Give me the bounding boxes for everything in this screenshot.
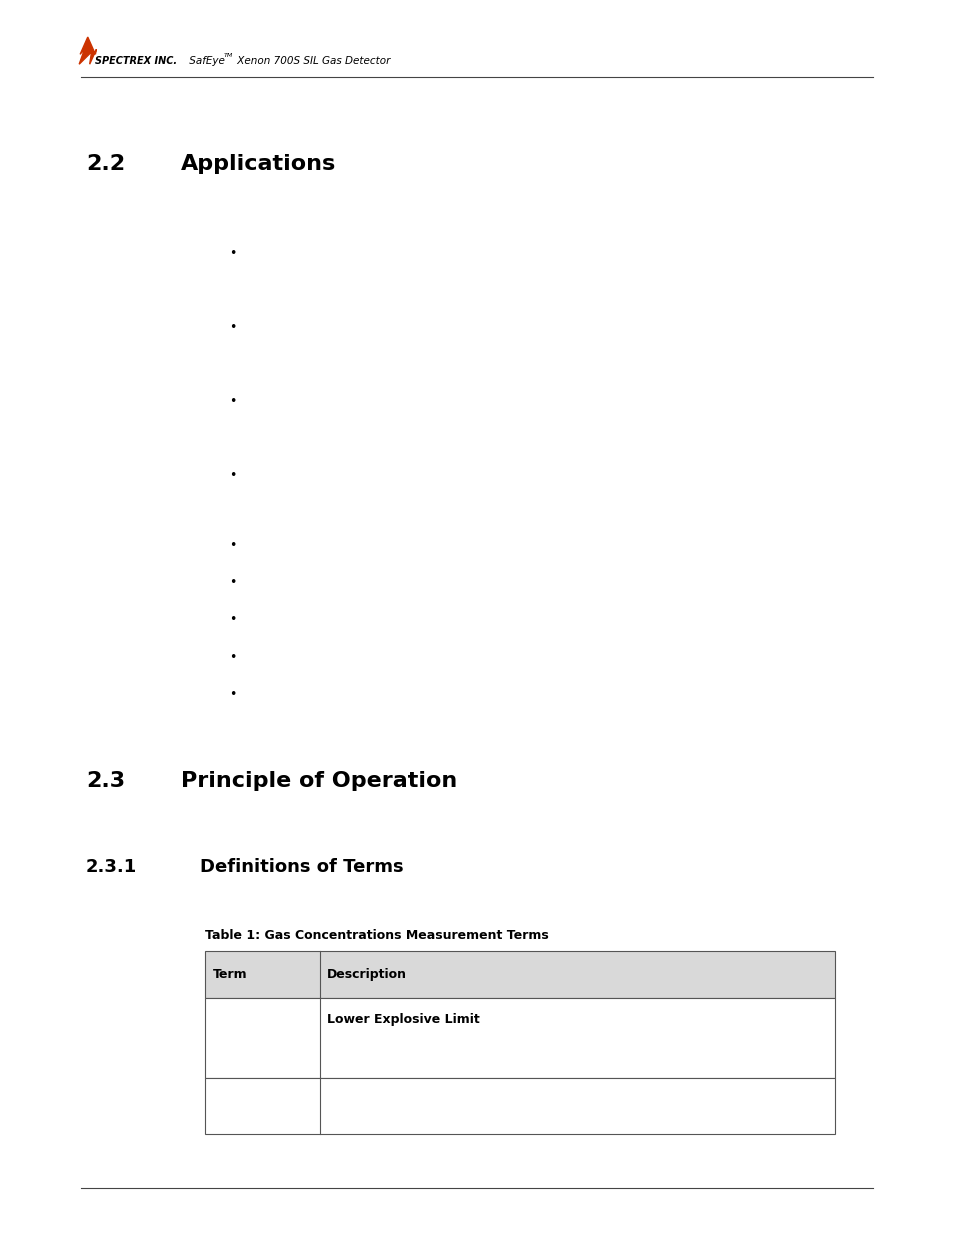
Text: •: • [229, 469, 236, 482]
Bar [205, 951, 834, 998]
Text: Term: Term [213, 968, 247, 981]
Bar [205, 998, 834, 1078]
Text: Definitions of Terms: Definitions of Terms [200, 858, 403, 877]
Text: 2.2: 2.2 [86, 154, 125, 174]
Bar [205, 1078, 834, 1134]
Text: Lower Explosive Limit: Lower Explosive Limit [327, 1013, 479, 1026]
Text: •: • [229, 688, 236, 700]
Text: •: • [229, 614, 236, 626]
Text: •: • [229, 395, 236, 408]
Text: Xenon 700S SIL Gas Detector: Xenon 700S SIL Gas Detector [233, 56, 390, 65]
Text: 2.3: 2.3 [86, 771, 125, 790]
Text: Table 1: Gas Concentrations Measurement Terms: Table 1: Gas Concentrations Measurement … [205, 929, 548, 942]
Text: •: • [229, 321, 236, 333]
Text: SafEye: SafEye [186, 56, 225, 65]
Text: TM: TM [223, 53, 233, 58]
Text: 2.3.1: 2.3.1 [86, 858, 137, 877]
Text: •: • [229, 577, 236, 589]
Text: Principle of Operation: Principle of Operation [181, 771, 457, 790]
Text: •: • [229, 651, 236, 663]
Text: Applications: Applications [181, 154, 336, 174]
Text: •: • [229, 540, 236, 552]
Text: SPECTREX INC.: SPECTREX INC. [95, 56, 177, 65]
Text: Description: Description [327, 968, 407, 981]
Polygon shape [79, 37, 96, 64]
Text: •: • [229, 247, 236, 259]
